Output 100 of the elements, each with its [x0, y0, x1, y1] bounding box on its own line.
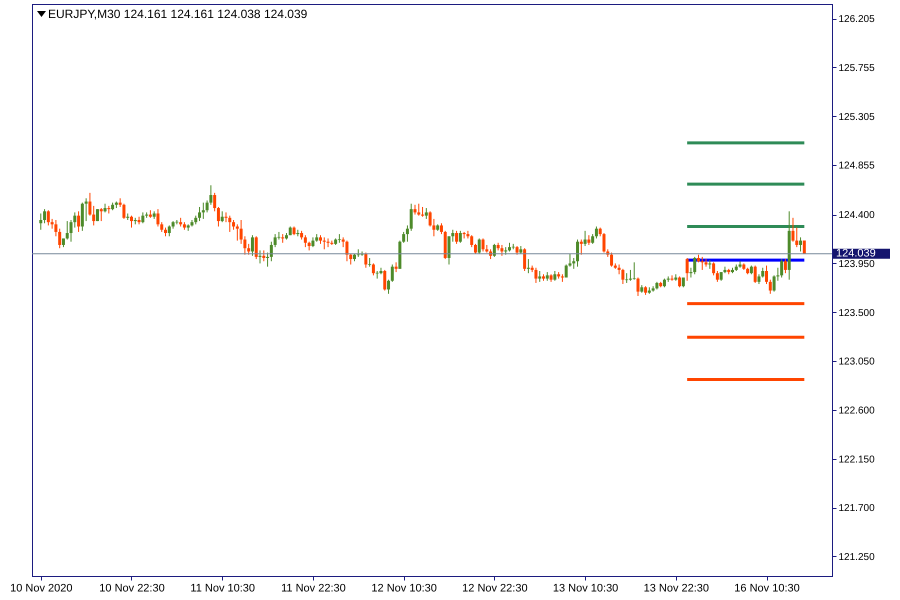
candlestick	[254, 236, 258, 260]
candlestick	[682, 277, 685, 288]
candlestick	[100, 208, 103, 222]
candlestick	[686, 257, 689, 282]
candlestick	[228, 215, 232, 232]
y-tick-label: 123.950	[838, 258, 876, 270]
candlestick	[209, 184, 212, 206]
candlestick	[500, 244, 504, 256]
x-tick-label: 12 Nov 22:30	[462, 582, 528, 594]
y-tick-label: 125.755	[838, 62, 876, 74]
candlestick	[591, 234, 594, 244]
ref-line-label: 124.039	[836, 248, 876, 260]
candlestick	[784, 258, 787, 274]
x-tick-label: 11 Nov 10:30	[190, 582, 256, 594]
y-tick-label: 123.050	[838, 356, 876, 368]
candlestick	[390, 264, 394, 282]
candlestick	[474, 243, 477, 254]
candlestick	[712, 262, 716, 276]
candlestick	[236, 224, 239, 242]
candlestick	[448, 236, 451, 265]
candlestick	[122, 203, 126, 220]
candlestick	[523, 248, 526, 272]
y-tick-label: 124.855	[838, 160, 876, 172]
candlestick	[216, 206, 220, 228]
y-tick-label: 121.700	[838, 503, 876, 514]
candlestick	[202, 202, 205, 220]
x-tick-label: 13 Nov 22:30	[644, 582, 710, 594]
y-tick-label: 124.400	[838, 210, 876, 222]
candlestick	[693, 256, 696, 275]
candlestick	[345, 240, 348, 262]
y-tick-label: 122.150	[838, 454, 876, 466]
candlestick	[413, 204, 416, 216]
candlestick	[587, 234, 590, 246]
candlestick	[387, 279, 390, 294]
candlestick	[338, 234, 341, 244]
candlestick	[281, 234, 284, 244]
x-tick-label: 10 Nov 2020	[10, 582, 72, 594]
candlestick	[580, 239, 583, 256]
candlestick	[224, 212, 228, 223]
candlestick	[243, 236, 246, 256]
x-tick-label: 10 Nov 22:30	[99, 582, 165, 594]
candlestick	[594, 226, 598, 239]
y-tick-label: 121.250	[838, 552, 876, 563]
candlestick	[621, 268, 624, 285]
candlestick	[478, 238, 481, 254]
candlestick	[364, 252, 368, 268]
candlestick	[266, 252, 270, 268]
candlestick	[791, 217, 794, 242]
y-tick-label: 123.500	[838, 308, 876, 319]
candlestick	[73, 212, 76, 228]
candlestick	[432, 218, 436, 237]
candlestick	[610, 252, 614, 268]
candlestick	[799, 236, 802, 252]
candlestick	[394, 262, 398, 273]
x-tick-label: 16 Nov 10:30	[734, 582, 800, 594]
x-tick-label: 12 Nov 10:30	[371, 582, 437, 594]
candlestick	[636, 277, 640, 296]
candlestick	[534, 267, 538, 284]
candlestick	[526, 258, 530, 274]
candlestick	[708, 260, 712, 270]
candlestick	[232, 219, 236, 230]
candlestick	[421, 206, 424, 218]
candlestick	[322, 236, 326, 250]
candlestick	[780, 258, 784, 278]
candlestick	[77, 210, 80, 232]
candlestick	[802, 240, 806, 254]
candlestick	[765, 265, 768, 285]
chart-title: EURJPY,M30 124.161 124.161 124.038 124.039	[48, 7, 308, 21]
candlestick	[772, 274, 776, 292]
candlestick	[700, 256, 704, 270]
candlestick	[602, 232, 606, 254]
candlestick	[213, 192, 216, 212]
candlestick	[553, 270, 556, 282]
candlestick	[46, 210, 50, 226]
candlestick	[564, 264, 568, 278]
candlestick	[262, 250, 266, 262]
candlestick	[678, 276, 682, 288]
candlestick	[258, 250, 262, 264]
candlestick	[754, 265, 757, 284]
candlestick	[168, 224, 171, 237]
candlestick	[39, 212, 42, 230]
candlestick	[716, 270, 719, 282]
candlestick	[458, 230, 462, 244]
candlestick	[428, 210, 432, 228]
candlestick	[240, 219, 243, 244]
candlestick	[130, 215, 133, 228]
candlestick	[768, 279, 772, 294]
y-tick-label: 125.305	[838, 112, 876, 123]
candlestick	[625, 272, 628, 284]
candlestick	[311, 236, 314, 248]
candlestick	[220, 210, 224, 223]
candlestick	[576, 239, 580, 268]
candlestick	[492, 243, 496, 258]
candlestick	[304, 234, 307, 248]
candlestick	[455, 230, 458, 244]
candlestick	[470, 234, 474, 248]
y-tick-label: 126.205	[838, 14, 876, 26]
candlestick	[250, 234, 254, 256]
candlestick	[795, 227, 798, 248]
candlestick	[198, 206, 202, 222]
